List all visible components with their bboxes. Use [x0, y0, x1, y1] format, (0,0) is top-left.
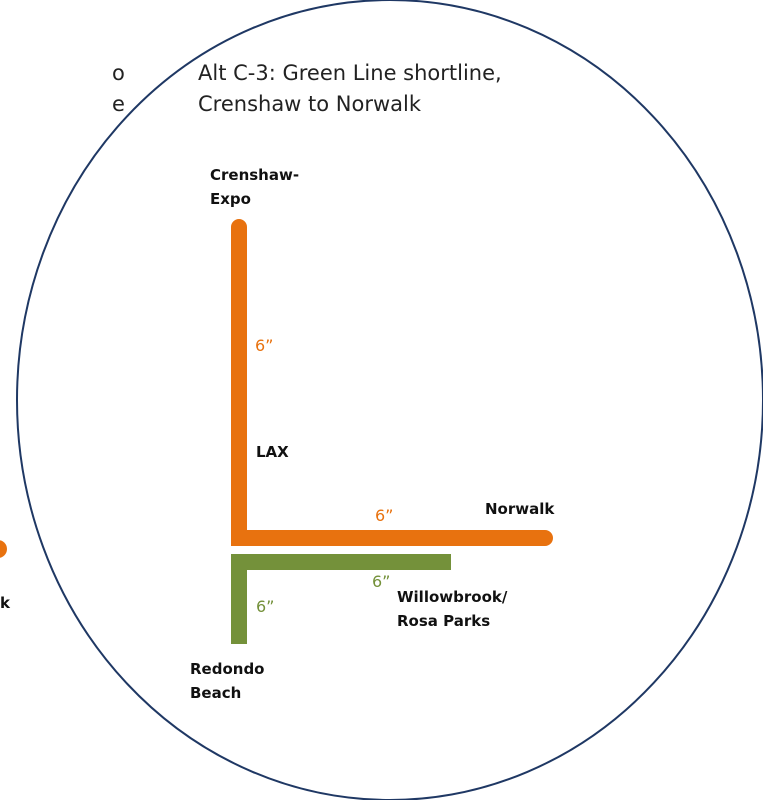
freq-orange-vertical: 6” — [255, 336, 273, 355]
left-partial-line-end — [0, 540, 7, 558]
station-norwalk: Norwalk — [485, 500, 555, 518]
freq-green-horizontal: 6” — [372, 572, 390, 591]
left-partial-text-1: o — [112, 61, 125, 85]
left-partial-station-label: k — [0, 594, 11, 612]
diagram-title-line1: Alt C-3: Green Line shortline, — [198, 61, 502, 85]
station-willowbrook-line2: Rosa Parks — [397, 612, 490, 630]
station-redondo-line1: Redondo — [190, 660, 265, 678]
freq-green-vertical: 6” — [256, 597, 274, 616]
diagram-title-line2: Crenshaw to Norwalk — [198, 92, 422, 116]
station-willowbrook-line1: Willowbrook/ — [397, 588, 508, 606]
freq-orange-horizontal: 6” — [375, 506, 393, 525]
focus-circle — [16, 0, 763, 800]
orange-line-route — [231, 219, 553, 546]
station-crenshaw-line1: Crenshaw- — [210, 166, 299, 184]
station-crenshaw-line2: Expo — [210, 190, 251, 208]
station-redondo-line2: Beach — [190, 684, 241, 702]
green-line-route — [231, 554, 451, 644]
station-lax: LAX — [256, 443, 289, 461]
left-partial-text-2: e — [112, 92, 125, 116]
